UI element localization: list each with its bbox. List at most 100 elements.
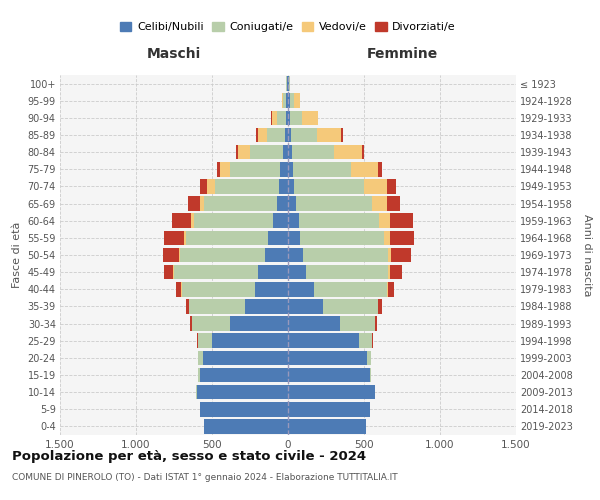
Bar <box>288 230 300 245</box>
Bar <box>302 110 317 125</box>
Bar <box>272 110 277 125</box>
Bar <box>387 179 396 194</box>
Bar <box>190 316 192 331</box>
Bar <box>267 128 285 142</box>
Bar <box>283 94 286 108</box>
Bar <box>174 265 257 280</box>
Text: Popolazione per età, sesso e stato civile - 2024: Popolazione per età, sesso e stato civil… <box>12 450 366 463</box>
Bar <box>164 265 173 280</box>
Bar <box>370 368 371 382</box>
Bar <box>288 162 293 176</box>
Bar <box>217 162 220 176</box>
Bar <box>378 299 382 314</box>
Text: Maschi: Maschi <box>147 48 201 62</box>
Bar <box>317 110 319 125</box>
Bar <box>323 299 377 314</box>
Bar <box>192 316 230 331</box>
Bar <box>306 265 388 280</box>
Bar <box>215 179 279 194</box>
Bar <box>388 248 391 262</box>
Bar <box>288 368 370 382</box>
Bar <box>179 248 180 262</box>
Y-axis label: Anni di nascita: Anni di nascita <box>583 214 592 296</box>
Bar <box>292 145 334 160</box>
Bar <box>182 282 254 296</box>
Bar <box>287 76 288 91</box>
Bar <box>288 316 340 331</box>
Bar <box>288 110 290 125</box>
Bar <box>254 282 288 296</box>
Bar <box>191 214 194 228</box>
Bar <box>341 128 343 142</box>
Bar <box>279 179 288 194</box>
Bar <box>288 128 291 142</box>
Bar <box>200 368 288 382</box>
Bar <box>205 196 277 211</box>
Text: COMUNE DI PINEROLO (TO) - Dati ISTAT 1° gennaio 2024 - Elaborazione TUTTITALIA.I: COMUNE DI PINEROLO (TO) - Dati ISTAT 1° … <box>12 472 398 482</box>
Bar <box>268 230 288 245</box>
Bar <box>236 145 238 160</box>
Bar <box>390 265 402 280</box>
Bar <box>257 128 267 142</box>
Bar <box>208 179 215 194</box>
Bar <box>283 145 288 160</box>
Bar <box>180 248 265 262</box>
Bar <box>286 94 288 108</box>
Bar <box>362 145 364 160</box>
Bar <box>299 214 379 228</box>
Bar <box>286 76 287 91</box>
Bar <box>199 368 200 382</box>
Bar <box>277 196 288 211</box>
Bar <box>205 419 288 434</box>
Bar <box>293 162 351 176</box>
Bar <box>282 94 283 108</box>
Bar <box>288 179 294 194</box>
Bar <box>176 282 181 296</box>
Bar <box>199 334 212 348</box>
Bar <box>391 248 411 262</box>
Bar <box>289 76 290 91</box>
Bar <box>359 334 371 348</box>
Bar <box>200 196 205 211</box>
Bar <box>194 214 273 228</box>
Bar <box>196 385 197 400</box>
Bar <box>288 299 323 314</box>
Legend: Celibi/Nubili, Coniugati/e, Vedovi/e, Divorziati/e: Celibi/Nubili, Coniugati/e, Vedovi/e, Di… <box>116 18 460 37</box>
Bar <box>271 110 272 125</box>
Bar <box>265 248 288 262</box>
Bar <box>286 110 288 125</box>
Bar <box>277 110 286 125</box>
Bar <box>303 248 388 262</box>
Bar <box>197 334 198 348</box>
Bar <box>334 145 362 160</box>
Bar <box>181 282 182 296</box>
Bar <box>371 196 387 211</box>
Bar <box>288 419 365 434</box>
Bar <box>372 334 373 348</box>
Bar <box>379 214 390 228</box>
Bar <box>379 162 382 176</box>
Bar <box>184 230 186 245</box>
Bar <box>285 128 288 142</box>
Bar <box>288 196 296 211</box>
Bar <box>172 214 191 228</box>
Bar <box>351 162 379 176</box>
Bar <box>387 282 388 296</box>
Bar <box>238 145 250 160</box>
Bar <box>375 316 377 331</box>
Bar <box>288 76 289 91</box>
Bar <box>288 94 290 108</box>
Bar <box>291 128 317 142</box>
Bar <box>163 248 179 262</box>
Bar <box>296 196 371 211</box>
Bar <box>199 350 203 365</box>
Bar <box>388 265 390 280</box>
Bar <box>390 214 413 228</box>
Bar <box>364 179 387 194</box>
Bar <box>390 230 414 245</box>
Bar <box>230 316 288 331</box>
Bar <box>250 145 283 160</box>
Bar <box>212 334 288 348</box>
Bar <box>189 299 245 314</box>
Bar <box>288 350 367 365</box>
